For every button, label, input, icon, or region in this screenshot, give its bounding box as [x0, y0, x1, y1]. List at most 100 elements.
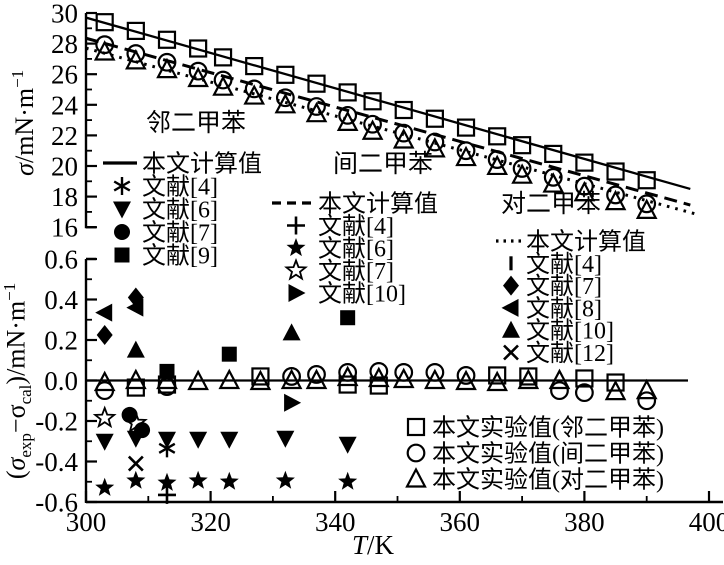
marker-star-filled [95, 477, 115, 496]
marker-circle-open [637, 391, 657, 411]
marker-square-open [307, 74, 326, 93]
marker-square-open [276, 65, 295, 84]
marker-circle-open [606, 185, 625, 205]
marker-circle-open [425, 363, 445, 382]
marker-square-open [363, 92, 382, 111]
marker-triangle-down-filled [113, 201, 131, 219]
sigma-tick-label: 16 [51, 213, 78, 243]
marker-square-open [213, 48, 233, 67]
legend-title: 邻二甲苯 [146, 109, 246, 137]
marker-square-open [488, 366, 507, 385]
dev-tick-label: -0.4 [35, 447, 78, 477]
legend-label: 本文计算值 [318, 191, 438, 218]
marker-square-open [157, 30, 177, 49]
marker-circle-open [213, 70, 233, 90]
x-tick-label: 300 [66, 507, 107, 537]
marker-cross [127, 455, 144, 472]
marker-square-open [126, 21, 145, 41]
marker-circle-open [338, 363, 358, 382]
marker-triangle-down-filled [95, 433, 114, 451]
marker-circle-open [307, 97, 326, 116]
marker-triangle-open [486, 154, 509, 176]
marker-triangle-down-filled [189, 431, 208, 449]
marker-square-open [512, 136, 532, 155]
marker-triangle-open [218, 368, 241, 390]
marker-circle-open [282, 367, 301, 386]
legend-title: 对二甲苯 [501, 190, 601, 218]
marker-circle-open [575, 383, 594, 403]
x-tick-label: 340 [315, 507, 356, 537]
marker-circle-open [363, 114, 382, 134]
marker-triangle-right-filled [288, 284, 306, 302]
sigma-tick-label: 18 [51, 182, 78, 212]
marker-circle-open [126, 44, 146, 63]
marker-triangle-open [93, 370, 116, 392]
marker-triangle-left-filled [501, 298, 519, 317]
marker-circle-open [550, 381, 569, 401]
marker-triangle-down-filled [220, 431, 239, 449]
marker-square-filled [221, 346, 237, 362]
marker-triangle-up-filled [126, 340, 145, 358]
marker-square-open [637, 171, 656, 190]
marker-triangle-down-filled [157, 431, 176, 449]
marker-triangle-open [517, 368, 540, 390]
marker-square-open [519, 367, 538, 386]
marker-triangle-open [336, 365, 359, 387]
legend-label: 文献[9] [142, 243, 218, 270]
marker-cross [503, 344, 519, 361]
legend-label: 文献[10] [526, 318, 614, 345]
legend-label: 文献[12] [526, 340, 614, 367]
x-tick-label: 380 [564, 507, 605, 537]
marker-circle-open [425, 132, 445, 152]
marker-circle-open [394, 363, 414, 382]
marker-square-open [425, 109, 444, 128]
legend-label: 本文实验值(对二甲苯) [432, 467, 664, 494]
marker-triangle-open [455, 369, 477, 391]
marker-triangle-open [392, 128, 415, 149]
marker-square-open [189, 39, 208, 58]
sigma-symbol: σ [9, 163, 39, 176]
marker-triangle-open [405, 467, 427, 488]
marker-star-open [92, 405, 117, 429]
marker-circle-open [188, 61, 208, 81]
marker-circle-open [543, 167, 563, 187]
marker-triangle-open [280, 368, 303, 390]
marker-triangle-open [156, 368, 178, 390]
marker-square-open [575, 369, 594, 388]
marker-circle-open [157, 52, 177, 72]
marker-circle-open [575, 176, 594, 196]
legend-label: 文献[4] [142, 174, 218, 201]
marker-square-open [394, 100, 413, 120]
calc-line-dashed [85, 36, 691, 207]
marker-diamond-filled [96, 324, 113, 345]
marker-circle-open [95, 35, 115, 55]
legend-label: 文献[7] [318, 258, 394, 285]
marker-triangle-open [156, 57, 178, 79]
marker-triangle-open [424, 368, 446, 390]
marker-circle-open [456, 141, 476, 161]
marker-triangle-open [336, 110, 359, 131]
marker-circle-open [338, 105, 358, 125]
marker-triangle-open [305, 101, 328, 123]
marker-triangle-open [635, 378, 658, 400]
marker-square-open [606, 162, 625, 181]
dev-tick-label: 0.2 [44, 326, 78, 356]
calc-line-solid [85, 16, 691, 191]
sigma-tick-label: 22 [51, 121, 78, 151]
marker-circle-open [394, 123, 414, 143]
marker-triangle-down-filled [338, 436, 357, 454]
marker-circle-filled [114, 224, 130, 240]
marker-triangle-open [486, 370, 509, 392]
marker-triangle-open [187, 369, 209, 391]
marker-star-filled [126, 470, 146, 489]
legend-label: 文献[4] [318, 213, 394, 240]
marker-square-open [251, 367, 270, 386]
marker-star-filled [188, 470, 208, 489]
marker-square-open [575, 153, 594, 172]
marker-triangle-right-filled [284, 393, 302, 412]
marker-circle-open [275, 88, 295, 108]
marker-triangle-up-filled [282, 323, 301, 341]
legend-label: 本文实验值(邻二甲苯) [432, 415, 664, 442]
